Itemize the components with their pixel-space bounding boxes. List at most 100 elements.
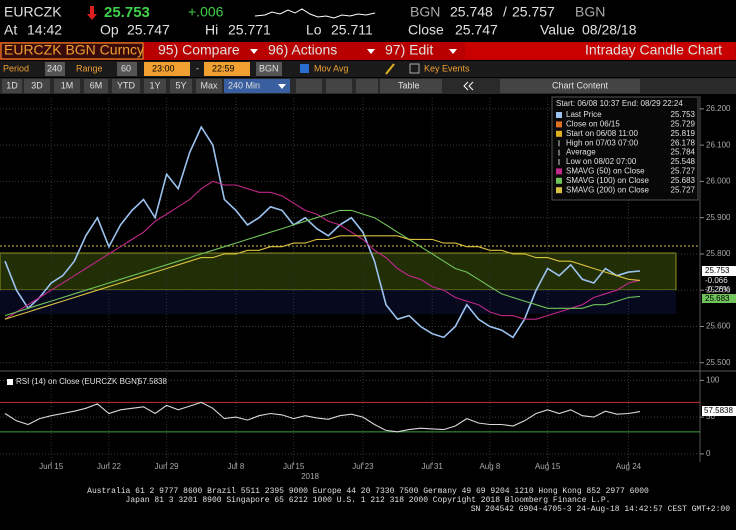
key-events-checkbox[interactable] (409, 63, 420, 74)
year-label: 2018 (301, 472, 319, 481)
series-line (4, 209, 641, 317)
range-label: YTD (117, 80, 136, 90)
legend-label: Start on 06/08 11:00 (566, 129, 638, 138)
y-tick-label: 0 (706, 449, 711, 458)
x-tick-label: Jun 15 (39, 462, 64, 471)
x-tick-label: Jul 23 (352, 462, 374, 471)
x-tick-label: Aug 15 (535, 462, 561, 471)
range-button[interactable] (84, 79, 108, 93)
legend-value: 25.548 (671, 157, 696, 166)
legend-label: High on 07/03 07:00 (566, 138, 639, 147)
pencil-icon[interactable] (385, 63, 395, 75)
end-field[interactable] (204, 62, 250, 76)
interval: 240 Min (228, 80, 260, 90)
legend-label: Average (566, 148, 596, 157)
range-button[interactable] (2, 79, 22, 93)
y-tick-label: 26.200 (706, 104, 731, 113)
range-label: 1M (61, 80, 74, 90)
screen-title: Intraday Candle Chart (585, 42, 722, 58)
chart-content-button[interactable] (500, 79, 640, 93)
ask-source: BGN (575, 4, 605, 20)
security-field[interactable] (0, 42, 144, 60)
collapse-icon[interactable] (463, 81, 469, 91)
range-label: Range (76, 63, 103, 73)
lower-band (0, 290, 676, 314)
x-tick-label: Jun 22 (97, 462, 122, 471)
interval-button[interactable] (224, 79, 290, 93)
range-label: Max (200, 80, 218, 90)
last-tag-box (702, 266, 736, 276)
low: 25.711 (331, 22, 373, 38)
range-label: 6M (90, 80, 103, 90)
start-field[interactable] (144, 62, 190, 76)
last-tag: 25.753 (705, 266, 730, 275)
rsi-swatch (7, 379, 13, 385)
dropdown-arrow (250, 49, 258, 54)
range-button[interactable] (54, 79, 80, 93)
x-tick-label: Jun 29 (155, 462, 180, 471)
legend-swatch (556, 130, 562, 137)
legend-label: Low on 08/02 07:00 (566, 157, 637, 166)
key-events-label: Key Events (424, 63, 470, 73)
edit-button[interactable]: 97) Edit (385, 42, 433, 58)
legend-value: 25.729 (671, 120, 696, 129)
timezone: BGN (259, 63, 279, 73)
candle-tool[interactable] (326, 79, 352, 93)
range-label: 5Y (175, 80, 186, 90)
footer-line: Japan 81 3 3201 8900 Singapore 65 6212 1… (126, 496, 611, 505)
range-button[interactable] (24, 79, 50, 93)
rsi-legend-value: 57.5838 (138, 377, 167, 386)
mov-avg-label: Mov Avg (314, 63, 348, 73)
close: 25.747 (455, 22, 498, 38)
range-button[interactable] (170, 79, 192, 93)
period: 240 (47, 63, 62, 73)
y-tick-label: 26.100 (706, 140, 731, 149)
at-time: 14:42 (27, 22, 62, 38)
title-bar (465, 43, 735, 59)
range-label: 3D (31, 80, 43, 90)
open-label: Op (100, 22, 119, 38)
rsi-legend: RSI (14) on Close (EURCZK BGN) (16, 377, 140, 386)
style-tool[interactable] (356, 79, 378, 93)
series-line (4, 235, 641, 320)
legend-label: SMAVG (100) on Close (566, 176, 650, 185)
table-button[interactable] (380, 79, 442, 93)
dropdown-arrow (449, 49, 457, 54)
series-line (4, 125, 641, 339)
timezone-field[interactable] (256, 62, 282, 76)
high: 25.771 (228, 22, 271, 38)
footer-line: SN 204542 G904-4705-3 24-Aug-18 14:42:57… (471, 505, 730, 514)
legend-swatch (556, 112, 562, 118)
actions-button[interactable]: 96) Actions (268, 42, 337, 58)
draw-tool[interactable] (296, 79, 322, 93)
ask: 25.757 (512, 4, 555, 20)
sparkline (254, 8, 376, 19)
legend-swatch (556, 177, 562, 184)
collapse-icon[interactable] (468, 81, 474, 91)
legend-value: 26.178 (671, 138, 696, 147)
close-label: Close (408, 22, 444, 38)
legend: Last Price 25.753 Close on 06/15 25.729 Star… (556, 110, 696, 194)
legend-swatch (556, 187, 562, 194)
x-tick-label: Jul 31 (422, 462, 444, 471)
x-tick-label: Aug 24 (616, 462, 642, 471)
time-dash: - (196, 63, 199, 73)
x-tick-label: Jul 8 (227, 462, 244, 471)
down-arrow (87, 6, 97, 20)
legend-label: SMAVG (50) on Close (566, 167, 645, 176)
range-buttons: 1D 3D 1M 6M YTD 1Y 5Y Max (2, 79, 222, 93)
range-button[interactable] (196, 79, 222, 93)
range-button[interactable] (112, 79, 140, 93)
period-field[interactable] (45, 62, 65, 76)
legend-label: Close on 06/15 (566, 120, 620, 129)
mov-avg-checkbox[interactable] (300, 64, 309, 73)
compare-button[interactable]: 95) Compare (158, 42, 240, 58)
range-field[interactable] (117, 62, 137, 76)
legend-box (551, 96, 699, 201)
dropdown-arrow (278, 84, 286, 89)
value-date: 08/28/18 (582, 22, 637, 38)
change-pct-tag: -0.26% (705, 285, 730, 294)
bid: 25.748 (450, 4, 493, 20)
range-button[interactable] (144, 79, 166, 93)
open: 25.747 (127, 22, 170, 38)
